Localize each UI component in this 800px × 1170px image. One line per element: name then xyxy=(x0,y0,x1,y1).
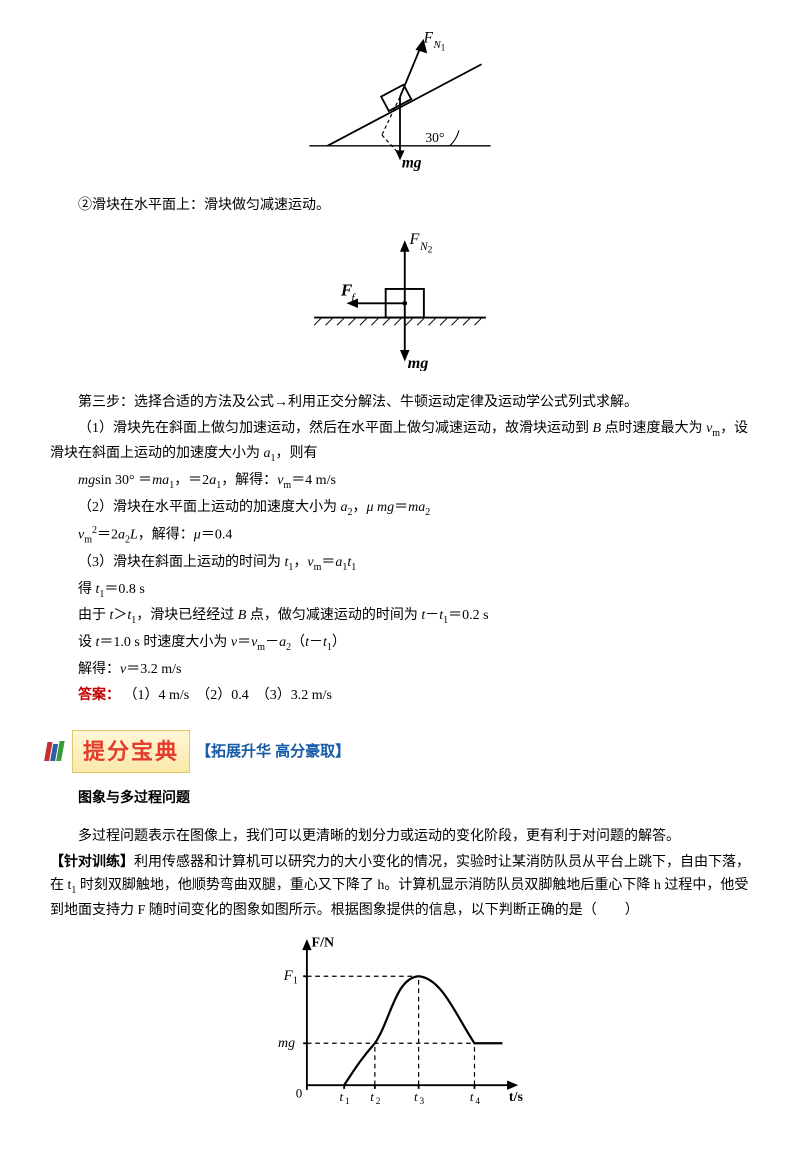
training-label: 【针对训练】 xyxy=(50,855,134,870)
svg-text:1: 1 xyxy=(441,43,446,53)
svg-text:3: 3 xyxy=(420,1097,425,1107)
section-body: 多过程问题表示在图像上，我们可以更清晰的划分力或运动的变化阶段，更有利于对问题的… xyxy=(50,825,750,849)
banner-title: 提分宝典 xyxy=(72,730,190,773)
training-paragraph: 【针对训练】利用传感器和计算机可以研究力的大小变化的情况，实验时让某消防队员从平… xyxy=(50,851,750,923)
inclined-plane-svg: 30° mg F N 1 xyxy=(300,28,500,173)
equation-3: 得 t1＝0.8 s xyxy=(50,578,750,603)
equation-6: 解得：v＝3.2 m/s xyxy=(50,658,750,682)
svg-text:1: 1 xyxy=(293,976,298,987)
text-q1: （1）滑块先在斜面上做匀加速运动，然后在水平面上做匀减速运动，故滑块运动到 B … xyxy=(50,417,750,467)
banner-subtitle: 【拓展升华 高分豪取】 xyxy=(196,739,350,765)
diagram-force-time-graph: F/N t/s 0 F 1 mg t 1 t 2 t 3 t 4 xyxy=(50,931,750,1118)
section-heading: 图象与多过程问题 xyxy=(50,787,750,811)
horizontal-fbd-svg: F N 2 F f mg xyxy=(295,226,505,371)
svg-text:F: F xyxy=(423,30,434,47)
books-icon xyxy=(42,739,68,763)
svg-text:mg: mg xyxy=(408,354,429,371)
svg-text:4: 4 xyxy=(475,1097,480,1107)
svg-text:F/N: F/N xyxy=(312,935,334,950)
svg-text:mg: mg xyxy=(402,155,422,172)
answer-line: 答案： （1）4 m/s （2）0.4 （3）3.2 m/s xyxy=(50,684,750,708)
equation-4: 由于 t＞t1，滑块已经经过 B 点，做匀减速运动的时间为 t－t1＝0.2 s xyxy=(50,604,750,629)
tips-banner: 提分宝典 【拓展升华 高分豪取】 xyxy=(42,730,750,773)
equation-2: vm2＝2a2L，解得：μ＝0.4 xyxy=(50,522,750,548)
svg-text:t: t xyxy=(339,1089,343,1104)
svg-text:t: t xyxy=(370,1089,374,1104)
svg-text:30°: 30° xyxy=(425,130,444,145)
training-body: 利用传感器和计算机可以研究力的大小变化的情况，实验时让某消防队员从平台上跳下，自… xyxy=(50,855,750,919)
text-q3: （3）滑块在斜面上运动的时间为 t1，vm＝a1t1 xyxy=(50,551,750,576)
equation-1: mgsin 30° ＝ma1，＝2a1，解得：vm＝4 m/s xyxy=(50,469,750,494)
diagram-inclined-plane: 30° mg F N 1 xyxy=(50,28,750,182)
equation-5: 设 t＝1.0 s 时速度大小为 v＝vm－a2（t－t1） xyxy=(50,631,750,656)
force-time-graph-svg: F/N t/s 0 F 1 mg t 1 t 2 t 3 t 4 xyxy=(265,931,535,1109)
svg-text:F: F xyxy=(409,230,421,248)
text-line-d1-caption: ②滑块在水平面上：滑块做匀减速运动。 xyxy=(50,194,750,218)
svg-text:mg: mg xyxy=(278,1036,295,1051)
diagram-horizontal-fbd: F N 2 F f mg xyxy=(50,226,750,380)
answer-label: 答案： xyxy=(78,688,120,703)
svg-text:2: 2 xyxy=(376,1097,381,1107)
svg-text:F: F xyxy=(283,968,294,984)
svg-text:2: 2 xyxy=(428,244,433,255)
text-q2: （2）滑块在水平面上运动的加速度大小为 a2，μ mg＝ma2 xyxy=(50,496,750,521)
answer-text: （1）4 m/s （2）0.4 （3）3.2 m/s xyxy=(124,688,332,703)
svg-text:0: 0 xyxy=(296,1085,303,1100)
text-step3: 第三步：选择合适的方法及公式→利用正交分解法、牛顿运动定律及运动学公式列式求解。 xyxy=(50,391,750,415)
svg-text:1: 1 xyxy=(345,1097,350,1107)
svg-text:t: t xyxy=(414,1089,418,1104)
svg-text:t/s: t/s xyxy=(509,1090,524,1105)
svg-text:t: t xyxy=(470,1089,474,1104)
